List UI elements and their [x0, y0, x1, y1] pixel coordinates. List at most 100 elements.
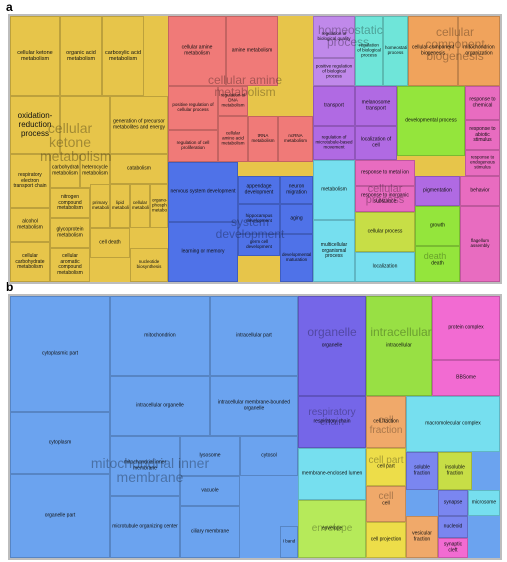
treemap-cell: organic acid metabolism: [60, 16, 102, 96]
treemap-cell-label: vesicular fraction: [412, 530, 432, 542]
treemap-cell: germ cell development: [238, 234, 280, 256]
treemap-cell: glycoprotein metabolism: [50, 218, 90, 248]
panel-a-letter: a: [6, 0, 13, 14]
treemap-cell: intracellular organelle: [110, 376, 210, 436]
treemap-cell: cellular process: [355, 212, 415, 252]
treemap-cell-label: lipid metabolism: [112, 200, 130, 210]
treemap-cell-label: intracellular membrane-bounded organelle: [218, 399, 290, 411]
treemap-cell-label: organelle part: [44, 512, 76, 519]
treemap-cell: mitochondrion: [110, 296, 210, 376]
treemap-cell: cytoplasmic part: [10, 296, 110, 412]
treemap-cell-label: organelle: [321, 342, 343, 349]
treemap-cell-label: melanosome transport: [361, 99, 391, 111]
treemap-cell: microsome: [468, 490, 500, 516]
treemap-cell: membrane-enclosed lumen: [298, 448, 366, 500]
treemap-cell-label: positive regulation of cellular process: [172, 102, 214, 112]
treemap-cell: cytoplasm: [10, 412, 110, 474]
treemap-cell-label: ncRNA metabolism: [283, 133, 307, 143]
treemap-cell-label: heterocycle metabolism: [82, 164, 108, 176]
treemap-cell: cell part: [366, 448, 406, 486]
treemap-cell: catabolism: [110, 154, 168, 184]
treemap-cell: vacuole: [180, 476, 240, 506]
treemap-cell-label: primary metabolism: [92, 200, 110, 210]
treemap-cell: developmental process: [397, 86, 465, 156]
treemap-cell-label: respiratory electron transport chain: [13, 171, 47, 189]
treemap-cell: intracellular: [366, 296, 432, 396]
treemap-cell: regulation of microtubule-based movement: [313, 126, 355, 160]
treemap-cell: mitochondrion organization: [458, 16, 500, 86]
treemap-cell: lysosome: [180, 436, 240, 476]
treemap-cell: organelle part: [10, 474, 110, 558]
treemap-cell-label: cytoplasm: [48, 439, 72, 446]
treemap-cell-label: tRNA metabolism: [251, 133, 275, 143]
panel-b-letter: b: [6, 280, 14, 294]
treemap-cell: carboxylic acid metabolism: [102, 16, 144, 96]
treemap-cell: respiratory electron transport chain: [10, 154, 50, 208]
treemap-cell-label: death: [431, 260, 444, 267]
treemap-cell-label: response to inorganic substance: [361, 192, 409, 204]
treemap-cell: amine metabolism: [226, 16, 278, 86]
treemap-cell-label: response to metal ion: [361, 169, 409, 176]
treemap-cell: I band: [280, 526, 298, 558]
treemap-cell-label: nucleotide biosynthesis: [136, 259, 162, 269]
treemap-cell: ncRNA metabolism: [278, 116, 313, 162]
treemap-cell-label: localization of cell: [360, 136, 392, 148]
treemap-cell: regulation of cell proliferation: [168, 130, 218, 162]
treemap-cell-label: regulation of biological quality: [317, 31, 351, 41]
treemap-cell: regulation of DNA metabolism: [218, 86, 248, 116]
treemap-cell: cellular component biogenesis: [408, 16, 458, 86]
treemap-cell: developmental maturation: [280, 234, 313, 282]
treemap-cell: behavior: [460, 176, 500, 206]
treemap-cell-label: regulation of DNA metabolism: [220, 92, 246, 108]
treemap-cell: response to abiotic stimulus: [465, 120, 500, 150]
treemap-cell-label: multicellular organismal process: [320, 241, 348, 259]
treemap-cell-label: regulation of biological process: [357, 42, 381, 58]
treemap-cell-label: growth: [429, 222, 445, 229]
treemap-cell: insoluble fraction: [438, 452, 472, 490]
treemap-cell-label: response to endogenous stimulus: [470, 154, 495, 170]
treemap-cell: soluble fraction: [406, 452, 438, 490]
treemap-cell: regulation of biological process: [355, 16, 383, 86]
treemap-cell: cellular carbohydrate metabolism: [10, 242, 50, 282]
treemap-b: cytoplasmic part mitochondrion intracellul…: [8, 294, 502, 560]
treemap-a: cellular ketone metabolism organic acid m…: [8, 14, 502, 284]
treemap-cell-label: cell part: [377, 463, 395, 470]
treemap-cell: vesicular fraction: [406, 516, 438, 558]
treemap-cell-label: alcohol metabolism: [17, 218, 43, 230]
treemap-cell: appendage development: [238, 176, 280, 204]
treemap-cell: heterocycle metabolism: [80, 154, 110, 188]
treemap-cell: carbohydrate metabolism: [50, 154, 80, 188]
treemap-cell: lipid metabolism: [110, 184, 130, 228]
treemap-cell: cell projection: [366, 522, 406, 558]
treemap-cell-label: appendage development: [244, 183, 274, 195]
treemap-cell-label: cell: [382, 500, 390, 507]
treemap-cell-label: mitochondrial inner membrane: [123, 459, 167, 471]
treemap-cell: synaptic cleft: [438, 538, 468, 558]
treemap-cell: cellular metabolism: [130, 184, 150, 228]
treemap-cell-label: macromolecular complex: [425, 420, 481, 427]
treemap-cell: tRNA metabolism: [248, 116, 278, 162]
treemap-cell-label: nucleoid: [443, 523, 463, 530]
treemap-cell: nitrogen compound metabolism: [50, 188, 90, 218]
treemap-cell-label: soluble fraction: [413, 464, 431, 476]
treemap-cell-label: response to chemical: [469, 96, 496, 108]
treemap-cell: positive regulation of cellular process: [168, 86, 218, 130]
treemap-cell-label: developmental process: [405, 117, 457, 124]
treemap-cell: organelle: [298, 296, 366, 396]
treemap-cell: cell fraction: [366, 396, 406, 448]
treemap-cell: multicellular organismal process: [313, 220, 355, 282]
treemap-cell-label: nitrogen compound metabolism: [57, 193, 83, 211]
treemap-cell: response to chemical: [465, 86, 500, 120]
treemap-cell: protein complex: [432, 296, 500, 360]
treemap-cell-label: microsome: [471, 499, 497, 506]
treemap-cell: primary metabolism: [90, 184, 110, 228]
treemap-cell-label: intracellular part: [236, 332, 272, 339]
treemap-cell: melanosome transport: [355, 86, 397, 126]
treemap-cell: generation of precursor metabolites and …: [110, 96, 168, 154]
treemap-cell-label: cellular amino acid metabolism: [221, 130, 245, 146]
treemap-cell: cell death: [90, 228, 130, 258]
treemap-cell-label: pigmentation: [423, 187, 452, 194]
treemap-cell: cellular aromatic compound metabolism: [50, 248, 90, 282]
treemap-cell-label: BBSome: [456, 374, 476, 381]
treemap-cell-label: homeostatic process: [385, 45, 408, 55]
